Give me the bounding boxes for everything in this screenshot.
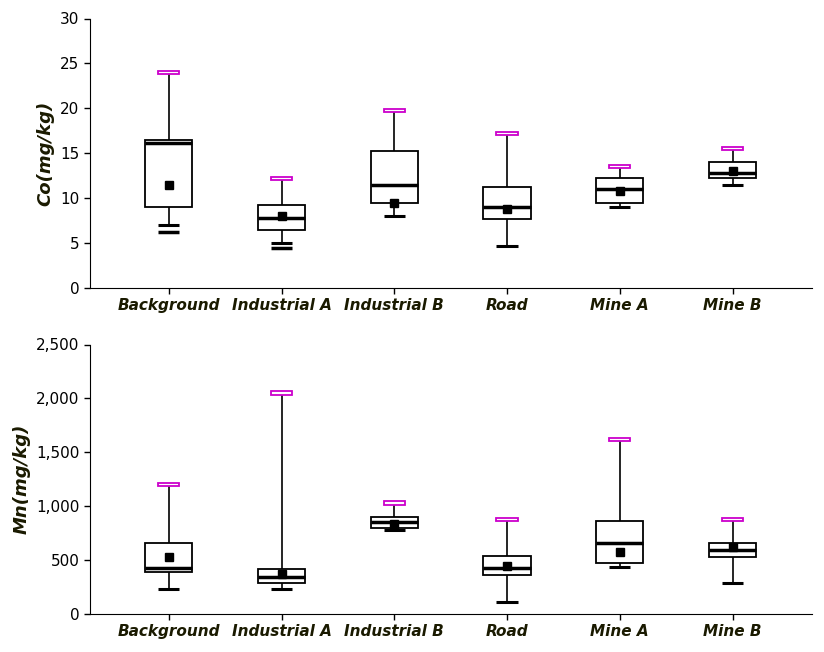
Bar — [496, 132, 517, 135]
Bar — [158, 483, 180, 486]
Bar — [145, 543, 193, 572]
Bar — [271, 177, 293, 180]
Bar — [484, 556, 531, 575]
Bar — [158, 71, 180, 74]
Bar — [371, 151, 418, 203]
Bar — [371, 517, 418, 528]
Bar — [609, 437, 630, 441]
Bar — [596, 522, 644, 563]
Bar — [258, 205, 305, 230]
Y-axis label: Mn(mg/kg): Mn(mg/kg) — [12, 424, 30, 535]
Bar — [722, 518, 743, 521]
Bar — [722, 147, 743, 151]
Bar — [709, 543, 756, 557]
Y-axis label: Co(mg/kg): Co(mg/kg) — [36, 100, 54, 206]
Bar — [258, 569, 305, 583]
Bar — [384, 108, 405, 111]
Bar — [271, 391, 293, 394]
Bar — [384, 501, 405, 505]
Bar — [609, 165, 630, 168]
Bar — [496, 518, 517, 521]
Bar — [709, 162, 756, 179]
Bar — [596, 177, 644, 203]
Bar — [145, 140, 193, 207]
Bar — [484, 186, 531, 219]
